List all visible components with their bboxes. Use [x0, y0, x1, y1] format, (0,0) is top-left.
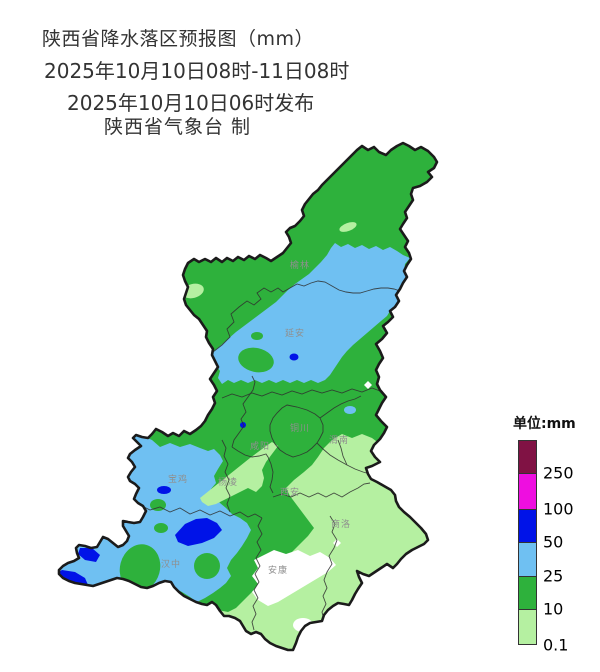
legend-value: 250 — [543, 463, 574, 483]
region-rain-01-10-valley — [200, 442, 278, 506]
patch-rain-50-100-xianyang — [240, 422, 246, 428]
region-norain-dot2 — [364, 381, 372, 389]
issuing-agency: 陕西省气象台 制 — [104, 116, 252, 138]
city-label: 咸阳 — [250, 440, 270, 452]
legend-swatch — [518, 440, 537, 473]
patch-green-hanzhong-e — [194, 553, 220, 579]
patch-rain-50-100-swtip1 — [78, 548, 100, 562]
city-label: 铜川 — [290, 422, 310, 434]
city-label: 延安 — [285, 327, 305, 339]
city-label: 商洛 — [331, 518, 351, 530]
legend-value: 0.1 — [543, 635, 569, 655]
county-boundaries — [139, 280, 407, 631]
patch-rain-50-100-baoji — [157, 486, 171, 494]
patch-lightgreen-arm — [339, 222, 357, 232]
patch-green-dot — [251, 332, 263, 340]
legend-swatch — [518, 542, 537, 576]
province-outline — [57, 141, 439, 652]
city-label: 安康 — [268, 564, 288, 576]
patch-green-tongue — [238, 347, 274, 373]
legend-value: 100 — [543, 499, 574, 519]
legend-swatch — [518, 576, 537, 609]
legend-swatch — [518, 473, 537, 509]
legend-title: 单位:mm — [513, 416, 576, 432]
legend-value: 50 — [543, 532, 564, 552]
issue-time: 2025年10月10日06时发布 — [67, 91, 315, 115]
region-norain-ankang — [252, 550, 336, 606]
city-label: 宝鸡 — [168, 473, 188, 485]
city-label: 杨凌 — [218, 476, 238, 488]
legend-value: 10 — [543, 599, 564, 619]
legend-swatch — [518, 609, 537, 645]
city-label: 西安 — [280, 486, 300, 498]
legend-value: 25 — [543, 566, 564, 586]
map-fill-layers — [59, 143, 437, 650]
region-rain-25-50-north — [213, 243, 410, 384]
city-label: 榆林 — [290, 259, 310, 271]
patch-rain-50-100-hanzhong — [175, 518, 222, 546]
valid-period: 2025年10月10日08时-11日08时 — [44, 59, 350, 83]
city-label: 汉中 — [161, 558, 181, 570]
patch-green-hanzhong-w — [119, 544, 161, 592]
map-title: 陕西省降水落区预报图（mm） — [42, 28, 315, 50]
patch-green-baoji-s2 — [154, 523, 168, 533]
legend-bar — [518, 440, 537, 645]
patch-rain-50-100-yanan — [289, 353, 299, 361]
legend-swatch — [518, 509, 537, 542]
city-label: 渭南 — [329, 434, 349, 446]
patch-lake — [344, 406, 356, 414]
